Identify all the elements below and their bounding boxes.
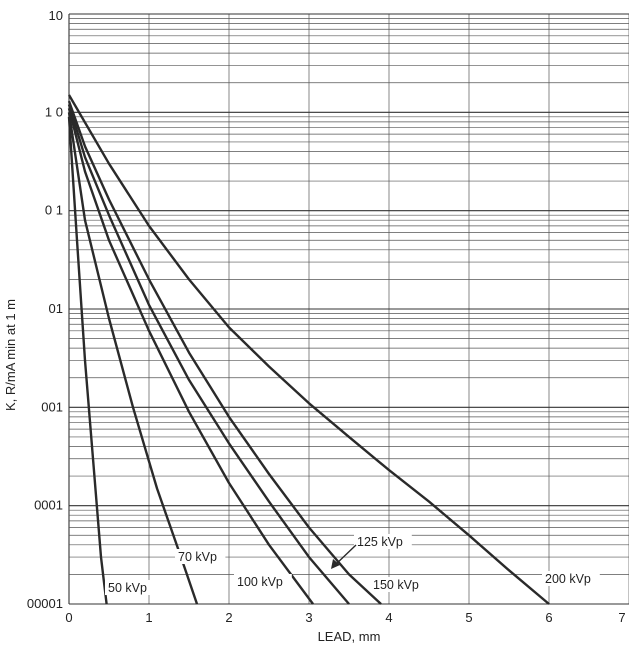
series-line [67, 100, 382, 605]
curve-label-background [370, 577, 428, 592]
y-axis-label: K, R/mA min at 1 m [3, 299, 18, 411]
x-tick-label: 4 [385, 610, 392, 625]
curve-label: 100 kVp [237, 575, 283, 589]
y-tick-label: 10 [49, 8, 63, 23]
arrow-line [333, 544, 357, 567]
curve-label: 70 kVp [178, 550, 217, 564]
y-tick-label: 0001 [34, 498, 63, 513]
x-tick-label: 1 [145, 610, 152, 625]
series-line [67, 108, 314, 605]
series-line [67, 94, 550, 605]
curve-label-background [354, 534, 412, 549]
curve-label-background [105, 580, 156, 595]
x-tick-label: 6 [545, 610, 552, 625]
x-tick-labels: 0 1 2 3 4 5 6 7 [65, 610, 625, 625]
x-axis-label: LEAD, mm [318, 629, 381, 644]
y-tick-label: 0 1 [45, 203, 63, 218]
y-tick-label: 001 [41, 399, 63, 414]
y-tick-label: 01 [49, 301, 63, 316]
x-tick-label: 2 [225, 610, 232, 625]
curve-label-background [234, 574, 292, 589]
x-tick-label: 7 [618, 610, 625, 625]
y-tick-labels: 10 1 0 0 1 01 001 0001 00001 [27, 8, 63, 611]
series-line [67, 116, 108, 605]
y-tick-label: 1 0 [45, 104, 63, 119]
curve-label: 150 kVp [373, 578, 419, 592]
curve-label-background [175, 549, 226, 564]
curve-labels: 50 kVp 70 kVp 100 kVp 125 kVp 150 kVp 200 kVp [105, 534, 600, 595]
grid [68, 13, 629, 605]
x-tick-label: 0 [65, 610, 72, 625]
x-tick-label: 3 [305, 610, 312, 625]
arrow-head [331, 559, 340, 569]
x-tick-label: 5 [465, 610, 472, 625]
y-tick-label: 00001 [27, 596, 63, 611]
curve-label: 200 kVp [545, 572, 591, 586]
series-line [67, 104, 350, 605]
curve-label: 50 kVp [108, 581, 147, 595]
curve-label: 125 kVp [357, 535, 403, 549]
curve-label-background [542, 571, 600, 586]
